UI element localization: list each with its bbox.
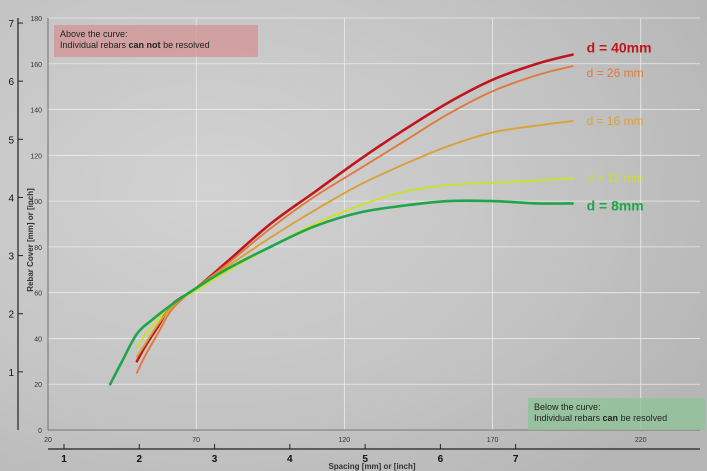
y-tick-label-inch: 1 xyxy=(8,368,14,379)
x-tick-label-mm: 70 xyxy=(192,437,200,444)
series-line-1 xyxy=(135,53,574,363)
x-tick-label-inch: 7 xyxy=(513,454,519,465)
y-tick-label-mm: 140 xyxy=(30,108,42,115)
series-label-2: d = 26 mm xyxy=(587,66,644,80)
y-tick-label-inch: 6 xyxy=(8,77,14,88)
x-tick-label-inch: 6 xyxy=(438,454,444,465)
x-tick-label-mm: 120 xyxy=(339,437,351,444)
series-line-5 xyxy=(108,199,574,386)
series-label-1: d = 40mm xyxy=(587,40,652,56)
x-tick-label-inch: 3 xyxy=(212,454,218,465)
y-tick-label-inch: 3 xyxy=(8,252,14,263)
y-tick-label-mm: 100 xyxy=(30,199,42,206)
x-tick-label-inch: 5 xyxy=(362,454,368,465)
x-tick-label-inch: 4 xyxy=(287,454,293,465)
y-tick-label-inch: 2 xyxy=(8,310,14,321)
y-tick-label-mm: 80 xyxy=(34,245,42,252)
x-tick-label-mm: 20 xyxy=(44,437,52,444)
x-tick-label-inch: 1 xyxy=(61,454,67,465)
y-tick-label-mm: 20 xyxy=(34,382,42,389)
x-tick-label-mm: 170 xyxy=(487,437,499,444)
x-tick-label-inch: 2 xyxy=(136,454,142,465)
annotation-above-curve: Above the curve: Individual rebars can n… xyxy=(54,25,258,57)
y-tick-label-mm: 40 xyxy=(34,336,42,343)
y-tick-label-mm: 160 xyxy=(30,62,42,69)
series-label-5: d = 8mm xyxy=(587,197,644,213)
y-tick-label-mm: 60 xyxy=(34,291,42,298)
y-tick-label-mm: 180 xyxy=(30,16,42,23)
series-line-2 xyxy=(135,65,574,374)
y-axis-label: Rebar Cover [mm] or [inch] xyxy=(26,188,35,292)
y-tick-label-inch: 7 xyxy=(8,19,14,30)
series-label-4: d = 12 mm xyxy=(587,171,644,185)
annotation-above-title: Above the curve: xyxy=(60,29,128,39)
y-tick-label-inch: 4 xyxy=(8,193,14,204)
x-axis-label: Spacing [mm] or [inch] xyxy=(328,462,415,471)
annotation-below-title: Below the curve: xyxy=(534,402,601,412)
series-line-3 xyxy=(135,120,574,358)
y-tick-label-mm: 120 xyxy=(30,153,42,160)
annotation-below-curve: Below the curve: Individual rebars can b… xyxy=(528,398,705,430)
y-tick-label-mm: 0 xyxy=(38,428,42,435)
x-tick-label-mm: 220 xyxy=(635,437,647,444)
annotation-above-text: Individual rebars can not be resolved xyxy=(60,40,210,50)
y-tick-label-inch: 5 xyxy=(8,135,14,146)
annotation-below-text: Individual rebars can be resolved xyxy=(534,413,668,423)
series-label-3: d = 16 mm xyxy=(587,114,644,128)
